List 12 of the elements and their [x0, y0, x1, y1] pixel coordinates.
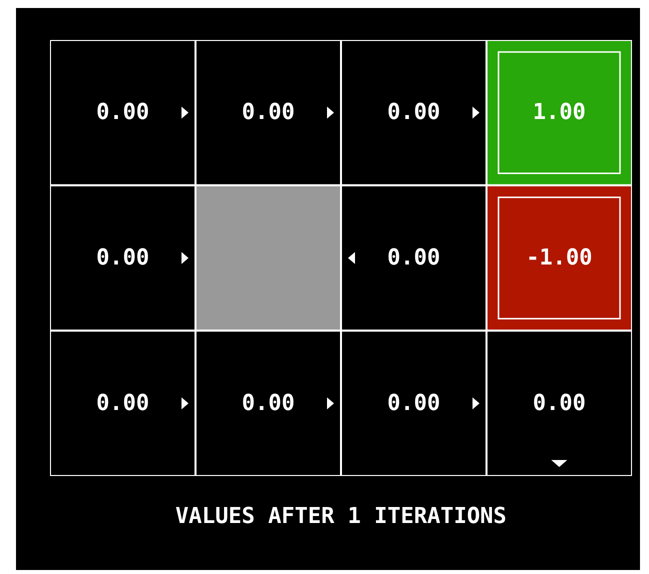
data-label: -1.00 — [526, 246, 592, 270]
data-label: 1.00 — [532, 100, 586, 126]
data-label: 0.00 — [242, 390, 295, 416]
data-label: 0.00 — [387, 100, 440, 126]
data-label: 0.00 — [387, 390, 440, 416]
data-label: 0.00 — [96, 246, 150, 270]
data-label: 0.00 — [96, 390, 150, 416]
data-label: 0.00 — [387, 246, 440, 270]
data-label: 0.00 — [242, 100, 295, 126]
data-label: 0.00 — [532, 390, 586, 416]
text: VALUES AFTER 1 ITERATIONS — [174, 504, 508, 529]
data-label: 0.00 — [96, 100, 150, 126]
